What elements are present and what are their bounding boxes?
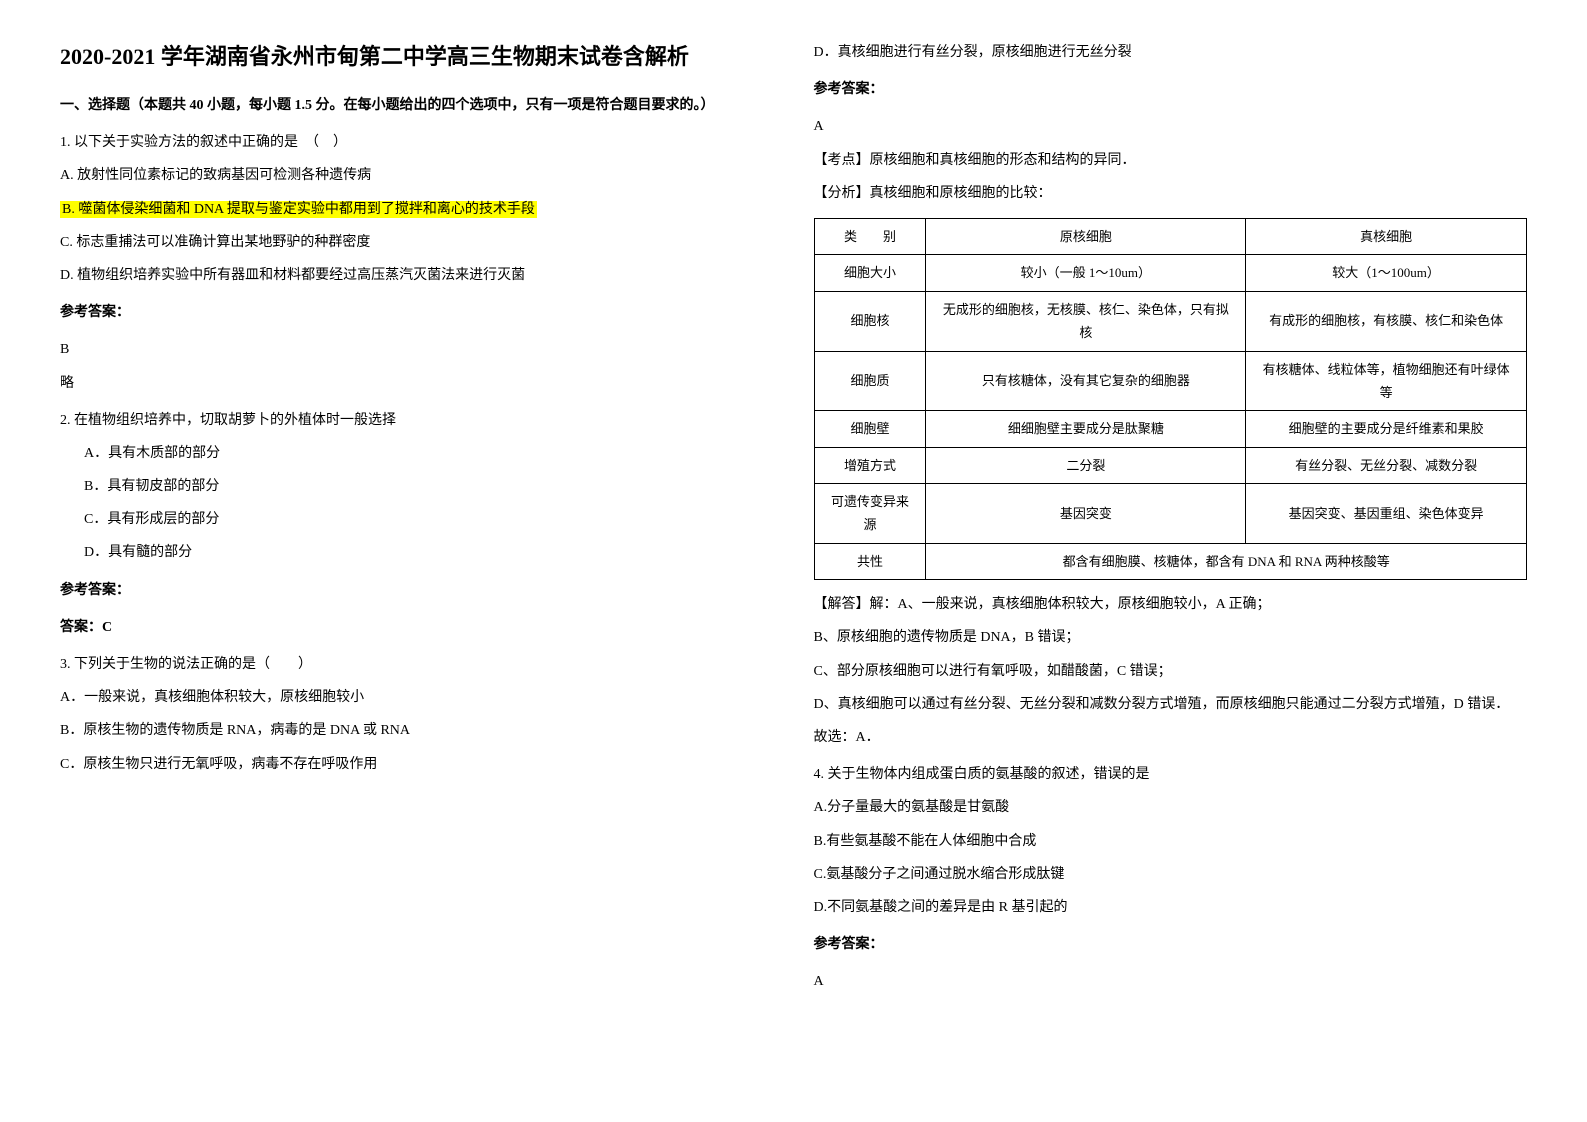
q1-option-d: D. 植物组织培养实验中所有器皿和材料都要经过高压蒸汽灭菌法来进行灭菌 bbox=[60, 263, 774, 288]
q3-explain-4: D、真核细胞可以通过有丝分裂、无丝分裂和减数分裂方式增殖，而原核细胞只能通过二分… bbox=[814, 692, 1528, 717]
table-cell: 细细胞壁主要成分是肽聚糖 bbox=[926, 411, 1246, 447]
section-heading: 一、选择题（本题共 40 小题，每小题 1.5 分。在每小题给出的四个选项中，只… bbox=[60, 93, 774, 118]
table-row: 增殖方式 二分裂 有丝分裂、无丝分裂、减数分裂 bbox=[814, 447, 1527, 483]
table-row-common: 共性 都含有细胞膜、核糖体，都含有 DNA 和 RNA 两种核酸等 bbox=[814, 543, 1527, 579]
question-4: 4. 关于生物体内组成蛋白质的氨基酸的叙述，错误的是 A.分子量最大的氨基酸是甘… bbox=[814, 762, 1528, 994]
q3-explain-3: C、部分原核细胞可以进行有氧呼吸，如醋酸菌，C 错误； bbox=[814, 659, 1528, 684]
q2-option-a: A．具有木质部的部分 bbox=[60, 441, 774, 466]
table-header-cell: 原核细胞 bbox=[926, 218, 1246, 254]
table-cell: 细胞壁的主要成分是纤维素和果胶 bbox=[1246, 411, 1527, 447]
table-row: 细胞核 无成形的细胞核，无核膜、核仁、染色体，只有拟核 有成形的细胞核，有核膜、… bbox=[814, 291, 1527, 351]
highlight-text: B. 噬菌体侵染细菌和 DNA 提取与鉴定实验中都用到了搅拌和离心的技术手段 bbox=[60, 201, 537, 218]
right-column: D．真核细胞进行有丝分裂，原核细胞进行无丝分裂 参考答案： A 【考点】原核细胞… bbox=[814, 40, 1528, 1006]
q2-option-c: C．具有形成层的部分 bbox=[60, 507, 774, 532]
table-cell: 只有核糖体，没有其它复杂的细胞器 bbox=[926, 351, 1246, 411]
question-2: 2. 在植物组织培养中，切取胡萝卜的外植体时一般选择 A．具有木质部的部分 B．… bbox=[60, 408, 774, 640]
table-cell: 可遗传变异来源 bbox=[814, 484, 926, 544]
q3-explain-1: 【解答】解：A、一般来说，真核细胞体积较大，原核细胞较小，A 正确； bbox=[814, 592, 1528, 617]
q1-option-b: B. 噬菌体侵染细菌和 DNA 提取与鉴定实验中都用到了搅拌和离心的技术手段 bbox=[60, 197, 774, 222]
q4-option-a: A.分子量最大的氨基酸是甘氨酸 bbox=[814, 795, 1528, 820]
q2-option-b: B．具有韧皮部的部分 bbox=[60, 474, 774, 499]
q3-answer-label: 参考答案： bbox=[814, 77, 1528, 102]
q1-option-c: C. 标志重捕法可以准确计算出某地野驴的种群密度 bbox=[60, 230, 774, 255]
question-3: 3. 下列关于生物的说法正确的是（ ） A．一般来说，真核细胞体积较大，原核细胞… bbox=[60, 652, 774, 777]
q4-answer-label: 参考答案： bbox=[814, 932, 1528, 957]
q1-answer: B bbox=[60, 337, 774, 362]
q1-note: 略 bbox=[60, 371, 774, 396]
table-cell: 共性 bbox=[814, 543, 926, 579]
table-row: 细胞大小 较小（一般 1～10um） 较大（1～100um） bbox=[814, 255, 1527, 291]
left-column: 2020-2021 学年湖南省永州市甸第二中学高三生物期末试卷含解析 一、选择题… bbox=[60, 40, 774, 1006]
table-cell: 较小（一般 1～10um） bbox=[926, 255, 1246, 291]
comparison-table: 类 别 原核细胞 真核细胞 细胞大小 较小（一般 1～10um） 较大（1～10… bbox=[814, 218, 1528, 580]
table-header-cell: 类 别 bbox=[814, 218, 926, 254]
table-row: 细胞质 只有核糖体，没有其它复杂的细胞器 有核糖体、线粒体等，植物细胞还有叶绿体… bbox=[814, 351, 1527, 411]
document-title: 2020-2021 学年湖南省永州市甸第二中学高三生物期末试卷含解析 bbox=[60, 40, 774, 73]
q3-stem: 3. 下列关于生物的说法正确的是（ ） bbox=[60, 652, 774, 677]
q2-option-d: D．具有髓的部分 bbox=[60, 540, 774, 565]
table-cell: 细胞大小 bbox=[814, 255, 926, 291]
q1-stem: 1. 以下关于实验方法的叙述中正确的是 （ ） bbox=[60, 130, 774, 155]
table-cell: 细胞核 bbox=[814, 291, 926, 351]
q3-fenxi: 【分析】真核细胞和原核细胞的比较： bbox=[814, 181, 1528, 206]
table-cell: 细胞质 bbox=[814, 351, 926, 411]
q3-option-d: D．真核细胞进行有丝分裂，原核细胞进行无丝分裂 bbox=[814, 40, 1528, 65]
table-cell: 无成形的细胞核，无核膜、核仁、染色体，只有拟核 bbox=[926, 291, 1246, 351]
q3-explain-5: 故选：A． bbox=[814, 725, 1528, 750]
table-row: 可遗传变异来源 基因突变 基因突变、基因重组、染色体变异 bbox=[814, 484, 1527, 544]
q4-option-d: D.不同氨基酸之间的差异是由 R 基引起的 bbox=[814, 895, 1528, 920]
q3-option-b: B．原核生物的遗传物质是 RNA，病毒的是 DNA 或 RNA bbox=[60, 718, 774, 743]
table-cell: 二分裂 bbox=[926, 447, 1246, 483]
q3-answer: A bbox=[814, 114, 1528, 139]
table-cell: 增殖方式 bbox=[814, 447, 926, 483]
table-row: 细胞壁 细细胞壁主要成分是肽聚糖 细胞壁的主要成分是纤维素和果胶 bbox=[814, 411, 1527, 447]
table-cell: 有成形的细胞核，有核膜、核仁和染色体 bbox=[1246, 291, 1527, 351]
q4-option-c: C.氨基酸分子之间通过脱水缩合形成肽键 bbox=[814, 862, 1528, 887]
q2-answer-label: 参考答案： bbox=[60, 578, 774, 603]
q3-option-a: A．一般来说，真核细胞体积较大，原核细胞较小 bbox=[60, 685, 774, 710]
table-cell: 都含有细胞膜、核糖体，都含有 DNA 和 RNA 两种核酸等 bbox=[926, 543, 1527, 579]
q3-explain-2: B、原核细胞的遗传物质是 DNA，B 错误； bbox=[814, 625, 1528, 650]
table-cell: 基因突变、基因重组、染色体变异 bbox=[1246, 484, 1527, 544]
table-header-cell: 真核细胞 bbox=[1246, 218, 1527, 254]
q2-stem: 2. 在植物组织培养中，切取胡萝卜的外植体时一般选择 bbox=[60, 408, 774, 433]
q4-stem: 4. 关于生物体内组成蛋白质的氨基酸的叙述，错误的是 bbox=[814, 762, 1528, 787]
q3-option-c: C．原核生物只进行无氧呼吸，病毒不存在呼吸作用 bbox=[60, 752, 774, 777]
table-cell: 细胞壁 bbox=[814, 411, 926, 447]
q1-answer-label: 参考答案： bbox=[60, 300, 774, 325]
table-header-row: 类 别 原核细胞 真核细胞 bbox=[814, 218, 1527, 254]
table-cell: 有核糖体、线粒体等，植物细胞还有叶绿体等 bbox=[1246, 351, 1527, 411]
table-cell: 较大（1～100um） bbox=[1246, 255, 1527, 291]
q4-option-b: B.有些氨基酸不能在人体细胞中合成 bbox=[814, 829, 1528, 854]
q2-answer: 答案：C bbox=[60, 615, 774, 640]
table-cell: 有丝分裂、无丝分裂、减数分裂 bbox=[1246, 447, 1527, 483]
q3-kaodian: 【考点】原核细胞和真核细胞的形态和结构的异同． bbox=[814, 148, 1528, 173]
table-cell: 基因突变 bbox=[926, 484, 1246, 544]
q1-option-a: A. 放射性同位素标记的致病基因可检测各种遗传病 bbox=[60, 163, 774, 188]
q4-answer: A bbox=[814, 969, 1528, 994]
question-1: 1. 以下关于实验方法的叙述中正确的是 （ ） A. 放射性同位素标记的致病基因… bbox=[60, 130, 774, 396]
